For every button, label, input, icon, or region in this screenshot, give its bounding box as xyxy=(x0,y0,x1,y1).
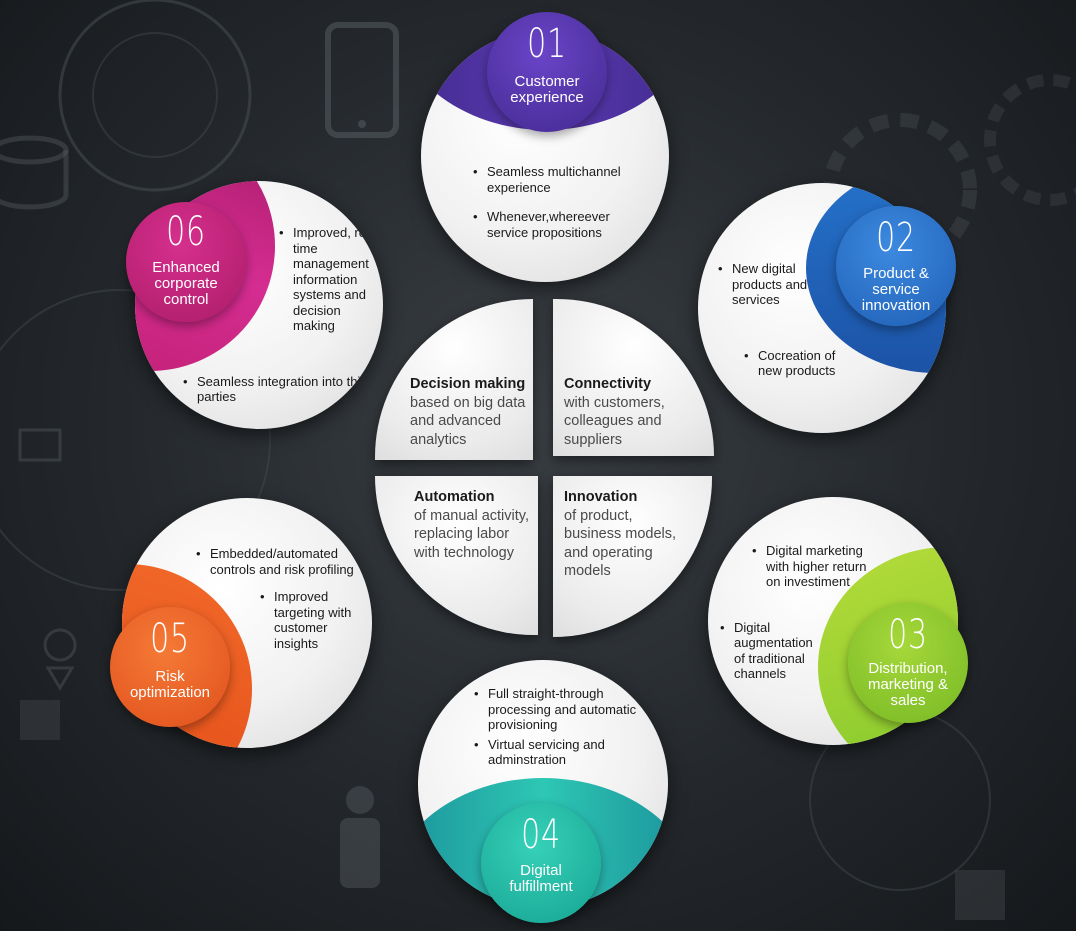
segment-04-title: Digital fulfillment xyxy=(509,862,573,895)
segment-01-title: Customer experience xyxy=(510,73,584,106)
decision-making-title: Decision making xyxy=(410,376,526,392)
segment-03-bullet: Digital augmentation of traditional chan… xyxy=(720,620,826,682)
segment-02-title: Product & service innovation xyxy=(861,265,931,314)
automation-title: Automation xyxy=(414,489,495,505)
segment-03-bullet: Digital marketing with higher return on … xyxy=(752,543,882,590)
segment-01-bullet: Whenever,whereever service propositions xyxy=(473,209,653,240)
connectivity-title: Connectivity xyxy=(564,376,652,392)
segment-06-bullet: Seamless integration into third parties xyxy=(183,374,383,405)
segment-01-bullet: Seamless multichannel experience xyxy=(473,164,653,195)
segment-06-bullet: Improved, real time management informati… xyxy=(279,225,379,334)
connectivity-body: with customers, colleagues and suppliers xyxy=(564,394,665,448)
segment-02-number: 02 xyxy=(876,215,916,261)
segment-05-bullet: Embedded/automated controls and risk pro… xyxy=(196,546,356,577)
innovation-body: of product, business models, and operati… xyxy=(564,507,677,580)
segment-05-title: Risk optimization xyxy=(129,668,211,701)
segment-05-bullets: Embedded/automated controls and risk pro… xyxy=(196,546,356,665)
segment-02-bullet: New digital products and services xyxy=(718,261,828,308)
segment-01-badge: 01 Customer experience xyxy=(487,12,607,132)
segment-02-bullet: Cocreation of new products xyxy=(744,348,854,379)
automation-text: Automation of manual activity, replacing… xyxy=(414,488,534,562)
segment-03-bullets: Digital marketing with higher return on … xyxy=(720,543,882,696)
segment-04-bullet: Full straight-through processing and aut… xyxy=(474,686,654,733)
segment-03-title: Distribution, marketing & sales xyxy=(867,660,949,709)
segment-05-badge: 05 Risk optimization xyxy=(110,607,230,727)
segment-06-bullets: Improved, real time management informati… xyxy=(183,225,379,419)
segment-05-bullet: Improved targeting with customer insight… xyxy=(260,589,370,651)
segment-02-badge: 02 Product & service innovation xyxy=(836,206,956,326)
segment-04-number: 04 xyxy=(521,812,561,858)
decision-making-text: Decision making based on big data and ad… xyxy=(410,375,535,449)
segment-03-number: 03 xyxy=(888,612,928,658)
innovation-title: Innovation xyxy=(564,489,638,505)
segment-06-number: 06 xyxy=(166,209,206,255)
automation-body: of manual activity, replacing labor with… xyxy=(414,507,529,561)
segment-03-badge: 03 Distribution, marketing & sales xyxy=(848,603,968,723)
connectivity-text: Connectivity with customers, colleagues … xyxy=(564,375,679,449)
segment-04-badge: 04 Digital fulfillment xyxy=(481,803,601,923)
segment-04-bullets: Full straight-through processing and aut… xyxy=(474,686,654,782)
segment-01-number: 01 xyxy=(527,21,567,67)
segment-01-bullets: Seamless multichannel experience Wheneve… xyxy=(473,164,653,254)
segment-04-bullet: Virtual servicing and adminstration xyxy=(474,737,654,768)
decision-making-body: based on big data and advanced analytics xyxy=(410,394,526,448)
innovation-text: Innovation of product, business models, … xyxy=(564,488,689,581)
segment-06-title: Enhanced corporate control xyxy=(152,259,220,308)
segment-02-bullets: New digital products and services Cocrea… xyxy=(718,261,835,393)
segment-06-badge: 06 Enhanced corporate control xyxy=(126,202,246,322)
segment-05-number: 05 xyxy=(150,616,190,662)
